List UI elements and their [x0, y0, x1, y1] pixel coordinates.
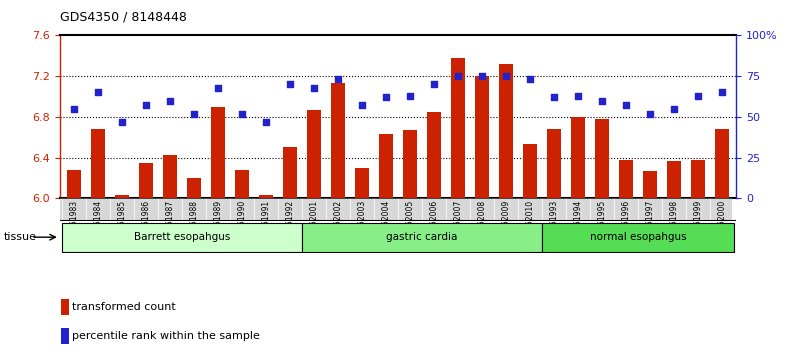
Bar	[163, 155, 177, 198]
FancyBboxPatch shape	[302, 223, 542, 251]
Bar	[548, 129, 560, 198]
Text: GSM851990: GSM851990	[237, 200, 247, 246]
Point	[692, 93, 704, 98]
Bar	[236, 170, 248, 198]
Point	[236, 111, 248, 116]
FancyBboxPatch shape	[542, 223, 734, 251]
Point	[668, 106, 681, 112]
Text: GSM851985: GSM851985	[118, 200, 127, 246]
Text: transformed count: transformed count	[72, 302, 175, 313]
Bar	[404, 130, 416, 198]
Text: GSM851989: GSM851989	[213, 200, 223, 246]
Text: GSM851993: GSM851993	[549, 200, 559, 246]
Bar	[307, 110, 321, 198]
Bar	[61, 299, 68, 315]
Bar	[355, 168, 369, 198]
Text: GSM852008: GSM852008	[478, 200, 486, 246]
Bar	[451, 58, 465, 198]
Text: GSM852003: GSM852003	[357, 200, 366, 246]
Point	[572, 93, 584, 98]
Bar	[283, 147, 297, 198]
Point	[164, 98, 177, 103]
Bar	[212, 107, 224, 198]
Bar	[619, 160, 633, 198]
Point	[451, 73, 464, 79]
Point	[524, 76, 537, 82]
Text: GSM851988: GSM851988	[189, 200, 198, 246]
Bar	[595, 119, 608, 198]
Point	[643, 111, 656, 116]
Point	[92, 90, 104, 95]
Text: GSM851987: GSM851987	[166, 200, 174, 246]
Point	[380, 95, 392, 100]
Point	[332, 76, 345, 82]
Bar	[380, 134, 392, 198]
Bar	[331, 83, 345, 198]
Point	[188, 111, 201, 116]
Text: GSM852002: GSM852002	[334, 200, 342, 246]
Point	[404, 93, 416, 98]
Text: GSM851998: GSM851998	[669, 200, 678, 246]
Text: GSM852004: GSM852004	[381, 200, 391, 246]
Text: GSM852010: GSM852010	[525, 200, 534, 246]
Point	[308, 85, 321, 90]
Text: GSM851992: GSM851992	[286, 200, 295, 246]
Text: GSM852006: GSM852006	[430, 200, 439, 246]
Point	[548, 95, 560, 100]
Text: GSM851984: GSM851984	[94, 200, 103, 246]
Point	[500, 73, 513, 79]
Bar	[115, 195, 129, 198]
Point	[595, 98, 608, 103]
Text: tissue: tissue	[4, 232, 37, 242]
Bar	[499, 64, 513, 198]
Bar	[667, 161, 681, 198]
Bar	[427, 112, 441, 198]
Point	[283, 81, 296, 87]
Point	[427, 81, 440, 87]
Text: GSM851995: GSM851995	[598, 200, 607, 246]
Text: GSM851994: GSM851994	[573, 200, 583, 246]
Text: GSM851991: GSM851991	[262, 200, 271, 246]
Bar	[523, 144, 537, 198]
Point	[716, 90, 728, 95]
Point	[619, 103, 632, 108]
Text: GSM852005: GSM852005	[405, 200, 415, 246]
Text: GSM852000: GSM852000	[717, 200, 727, 246]
Text: GSM851983: GSM851983	[69, 200, 79, 246]
Text: GSM851997: GSM851997	[646, 200, 654, 246]
Point	[259, 119, 272, 125]
Bar	[139, 162, 153, 198]
Text: GSM851986: GSM851986	[142, 200, 150, 246]
Text: GSM852009: GSM852009	[501, 200, 510, 246]
Bar	[691, 160, 704, 198]
Text: GSM851999: GSM851999	[693, 200, 702, 246]
Bar	[68, 170, 80, 198]
Text: GSM852001: GSM852001	[310, 200, 318, 246]
Bar	[643, 171, 657, 198]
Bar	[572, 117, 584, 198]
Point	[140, 103, 153, 108]
Point	[115, 119, 128, 125]
Text: GSM851996: GSM851996	[622, 200, 630, 246]
Text: percentile rank within the sample: percentile rank within the sample	[72, 331, 259, 341]
Bar	[61, 328, 68, 344]
Bar	[259, 195, 273, 198]
FancyBboxPatch shape	[62, 223, 302, 251]
Point	[356, 103, 369, 108]
Point	[212, 85, 224, 90]
Point	[475, 73, 488, 79]
Text: GSM852007: GSM852007	[454, 200, 462, 246]
Text: gastric cardia: gastric cardia	[386, 232, 458, 242]
Bar	[475, 76, 489, 198]
Bar	[92, 129, 105, 198]
Text: GDS4350 / 8148448: GDS4350 / 8148448	[60, 11, 186, 24]
Text: Barrett esopahgus: Barrett esopahgus	[134, 232, 230, 242]
Text: normal esopahgus: normal esopahgus	[590, 232, 686, 242]
Bar	[716, 129, 728, 198]
Bar	[188, 178, 201, 198]
Point	[68, 106, 80, 112]
